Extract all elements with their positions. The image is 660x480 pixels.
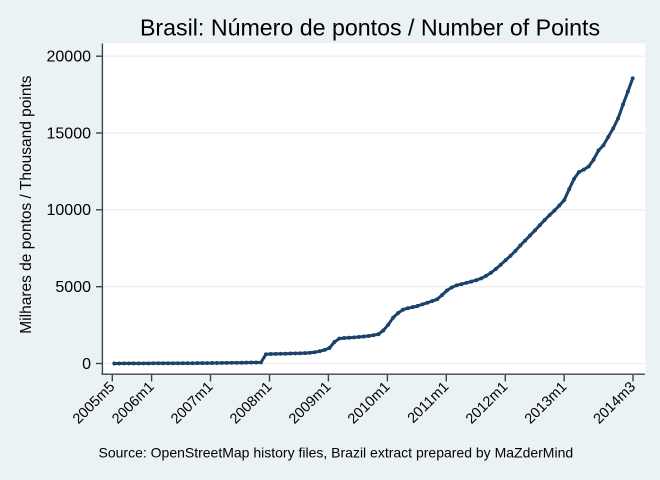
svg-text:0: 0: [82, 356, 91, 373]
svg-text:Source: OpenStreetMap history: Source: OpenStreetMap history files, Bra…: [99, 445, 574, 461]
svg-text:10000: 10000: [47, 202, 92, 219]
svg-text:Milhares de pontos / Thousand: Milhares de pontos / Thousand points: [18, 75, 35, 333]
svg-text:5000: 5000: [55, 279, 91, 296]
svg-text:Brasil: Número de pontos / Num: Brasil: Número de pontos / Number of Poi…: [140, 14, 600, 40]
svg-text:20000: 20000: [47, 49, 92, 66]
svg-text:15000: 15000: [47, 125, 92, 142]
